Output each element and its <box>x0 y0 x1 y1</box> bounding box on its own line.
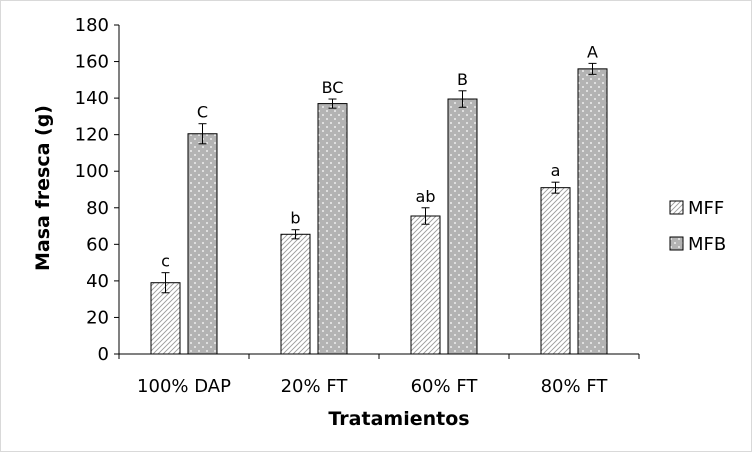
x-category-label: 20% FT <box>281 376 349 397</box>
y-tick-label: 180 <box>75 15 109 36</box>
legend-label-mff: MFF <box>688 198 724 219</box>
y-tick-label: 100 <box>75 161 109 182</box>
y-tick-label: 60 <box>86 234 109 255</box>
y-tick-label: 140 <box>75 88 109 109</box>
y-tick-label: 80 <box>86 198 109 219</box>
bar-mff <box>280 233 311 355</box>
x-axis-title: Tratamientos <box>328 408 469 430</box>
bar-mfb <box>187 133 218 355</box>
bar-mfb <box>317 103 348 355</box>
bar-mff <box>410 215 441 355</box>
legend-swatch-mfb <box>669 236 684 251</box>
significance-letter: BC <box>322 78 344 97</box>
legend: MFF MFB <box>669 198 726 255</box>
significance-letter: B <box>457 70 468 89</box>
significance-letter: b <box>290 209 300 228</box>
significance-letter: c <box>161 252 170 271</box>
y-tick-label: 20 <box>86 307 109 328</box>
y-tick-label: 0 <box>98 344 109 365</box>
y-tick-label: 160 <box>75 52 109 73</box>
x-category-label: 80% FT <box>541 376 609 397</box>
bar-mfb <box>577 68 608 355</box>
plot-area: 0 20 40 60 80 100 120 140 160 180 100% DAP 20% FT 60… <box>75 15 640 397</box>
y-axis-title: Masa fresca (g) <box>32 105 54 271</box>
y-tick-label: 40 <box>86 271 109 292</box>
significance-letter: ab <box>416 187 436 206</box>
x-category-label: 100% DAP <box>137 376 231 397</box>
bar-mfb <box>447 98 478 355</box>
legend-label-mfb: MFB <box>688 234 726 255</box>
y-tick-label: 120 <box>75 125 109 146</box>
significance-letter: C <box>197 103 208 122</box>
x-category-label: 60% FT <box>411 376 479 397</box>
significance-letter: A <box>587 42 598 61</box>
bar-mff <box>540 187 571 355</box>
legend-swatch-mff <box>669 200 684 215</box>
bar-mff <box>150 282 181 355</box>
significance-letter: a <box>551 161 561 180</box>
